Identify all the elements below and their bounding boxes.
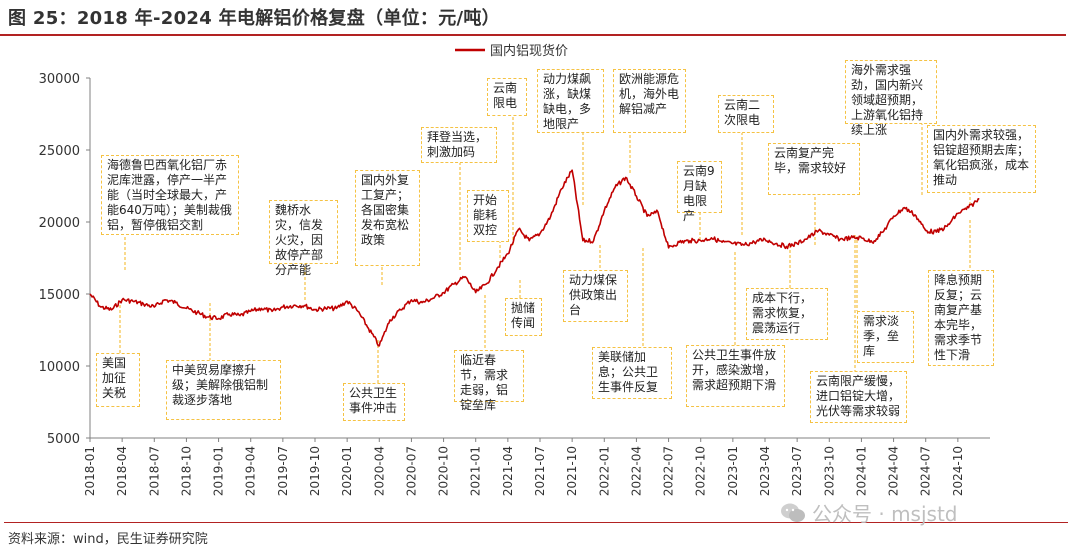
annotation-box: 云南二次限电 — [718, 95, 774, 133]
x-tick-label: 2019-07 — [276, 446, 290, 496]
x-tick-label: 2024-10 — [951, 446, 965, 496]
annotation-box: 降息预期反复；云南复产基本完毕，需求季节性下滑 — [928, 270, 994, 366]
annotation-box: 欧洲能源危机，海外电解铝减产 — [613, 69, 686, 133]
x-tick-label: 2023-04 — [758, 446, 772, 496]
x-tick-label: 2024-04 — [887, 446, 901, 496]
x-tick-label: 2020-10 — [437, 446, 451, 496]
wechat-icon — [781, 503, 805, 522]
annotation-box: 动力煤保供政策出台 — [563, 270, 628, 322]
annotation-box: 临近春节，需求走弱，铝锭垒库 — [454, 350, 524, 412]
x-tick-label: 2018-01 — [83, 446, 97, 496]
watermark: 公众号 · msjstd — [780, 498, 958, 527]
annotation-leaders — [119, 116, 971, 383]
annotation-box: 云南复产完毕，需求较好 — [768, 143, 860, 195]
annotation-box: 中美贸易摩擦升级；美解除俄铝制裁逐步落地 — [166, 360, 281, 420]
x-tick-label: 2024-01 — [854, 446, 868, 496]
series-layer — [89, 169, 980, 347]
x-tick-label: 2019-04 — [244, 446, 258, 496]
x-tick-label: 2022-04 — [629, 446, 643, 496]
x-tick-label: 2019-01 — [212, 446, 226, 496]
source-divider — [4, 522, 1068, 523]
annotation-box: 云南限产缓慢，进口铝锭大增，光伏等需求较弱 — [810, 371, 907, 423]
x-tick-label: 2020-07 — [404, 446, 418, 496]
annotation-box: 云南9月缺电限产 — [677, 161, 722, 223]
annotation-box: 开始能耗双控 — [467, 190, 509, 242]
chart-ticks: 5000 10000 15000 20000 25000 30000 2018-01 2018… — [39, 72, 965, 496]
source-note: 资料来源：wind，民生证券研究院 — [8, 532, 208, 547]
annotation-box: 海外需求强劲，国内新兴领域超预期，上游氧化铝持续上涨 — [845, 60, 937, 137]
annotation-box: 抛储传闻 — [505, 298, 542, 336]
x-tick-label: 2021-10 — [565, 446, 579, 496]
annotation-box: 美国加征关税 — [96, 353, 140, 407]
y-tick-label: 25000 — [39, 144, 80, 159]
x-tick-label: 2021-01 — [469, 446, 483, 496]
annotation-box: 魏桥水灾，信发火灾，因故停产部分产能 — [269, 200, 338, 277]
y-tick-label: 20000 — [39, 216, 80, 231]
y-tick-label: 5000 — [47, 432, 80, 447]
annotation-box: 国内外复工复产；各国密集发布宽松政策 — [355, 170, 420, 266]
annotation-box: 动力煤飙涨，缺煤缺电，多地限产 — [537, 69, 604, 133]
x-tick-label: 2023-01 — [726, 446, 740, 496]
x-tick-label: 2023-10 — [822, 446, 836, 496]
legend: 国内铝现货价 — [455, 43, 568, 59]
annotation-box: 成本下行，需求恢复，震荡运行 — [746, 288, 828, 340]
annotation-box: 公共卫生事件放开，感染激增，需求超预期下滑 — [686, 345, 785, 407]
x-tick-label: 2022-07 — [662, 446, 676, 496]
annotation-box: 云南限电 — [487, 78, 527, 116]
annotation-box: 美联储加息；公共卫生事件反复 — [592, 347, 672, 399]
x-tick-label: 2024-07 — [919, 446, 933, 496]
x-tick-label: 2020-01 — [340, 446, 354, 496]
legend-label: 国内铝现货价 — [490, 43, 568, 59]
series-line-domestic-aluminum-price — [89, 169, 980, 347]
annotation-box: 国内外需求较强，铝锭超预期去库；氧化铝疯涨，成本推动 — [927, 125, 1036, 193]
figure-title: 图 25：2018 年-2024 年电解铝价格复盘（单位：元/吨） — [0, 4, 1066, 36]
x-tick-label: 2019-10 — [308, 446, 322, 496]
y-tick-label: 30000 — [39, 72, 80, 87]
x-tick-label: 2021-07 — [533, 446, 547, 496]
annotation-box: 海德鲁巴西氧化铝厂赤泥库泄露，停产一半产能（当时全球最大，产能640万吨）；美制… — [101, 155, 239, 235]
annotation-box: 公共卫生事件冲击 — [343, 383, 405, 421]
watermark-text: 公众号 · msjstd — [812, 502, 958, 526]
x-tick-label: 2023-07 — [790, 446, 804, 496]
x-tick-label: 2018-04 — [115, 446, 129, 496]
y-tick-label: 15000 — [39, 288, 80, 303]
y-tick-label: 10000 — [39, 360, 80, 375]
x-tick-label: 2018-10 — [179, 446, 193, 496]
x-tick-label: 2021-04 — [501, 446, 515, 496]
annotation-box: 拜登当选，刺激加码 — [421, 127, 497, 163]
x-tick-label: 2018-07 — [147, 446, 161, 496]
x-tick-label: 2022-01 — [597, 446, 611, 496]
x-tick-label: 2022-10 — [694, 446, 708, 496]
annotation-box: 需求淡季，垒库 — [857, 311, 914, 363]
x-tick-label: 2020-04 — [372, 446, 386, 496]
